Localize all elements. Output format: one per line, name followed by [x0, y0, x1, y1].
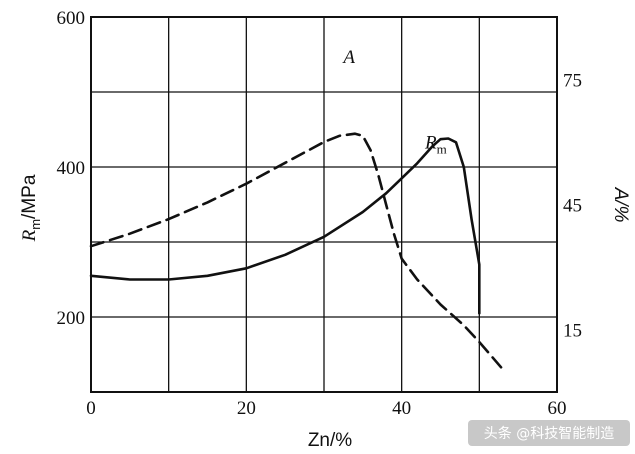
x-tick-label: 20 — [237, 398, 256, 419]
y-axis-left-title-sub: m — [28, 219, 43, 230]
y-left-tick-label: 400 — [57, 158, 86, 179]
series-label-base: A — [341, 47, 355, 68]
y-left-tick-label: 200 — [57, 308, 86, 329]
grid-lines — [91, 17, 557, 392]
watermark-bg — [468, 420, 630, 446]
series-label-sub: m — [437, 141, 447, 156]
tick-labels: 0 20 40 60 200 400 600 15 45 75 — [57, 8, 583, 419]
series-line-rm — [89, 137, 481, 315]
y-axis-left-title-unit: /MPa — [19, 174, 40, 219]
y-axis-left-title: Rm/MPa — [19, 174, 43, 242]
x-tick-label: 40 — [392, 398, 411, 419]
y-right-tick-label: 45 — [563, 196, 582, 217]
x-tick-label: 0 — [86, 398, 96, 419]
series-label-base: R — [424, 132, 437, 153]
x-tick-label: 60 — [548, 398, 567, 419]
y-axis-left-title-base: R — [19, 229, 40, 242]
series-line-a — [89, 132, 504, 371]
series-label-a: A — [341, 47, 355, 68]
series-label-rm: Rm — [424, 132, 447, 156]
watermark-text: 头条 @科技智能制造 — [484, 425, 614, 442]
series-lines: Rm A — [89, 47, 504, 371]
y-left-tick-label: 600 — [57, 8, 86, 29]
plot-frame — [90, 16, 558, 393]
y-right-tick-label: 75 — [563, 71, 582, 92]
x-axis-title: Zn/% — [308, 430, 352, 451]
y-axis-right-title: A/% — [610, 187, 631, 223]
y-right-tick-label: 15 — [563, 321, 582, 342]
